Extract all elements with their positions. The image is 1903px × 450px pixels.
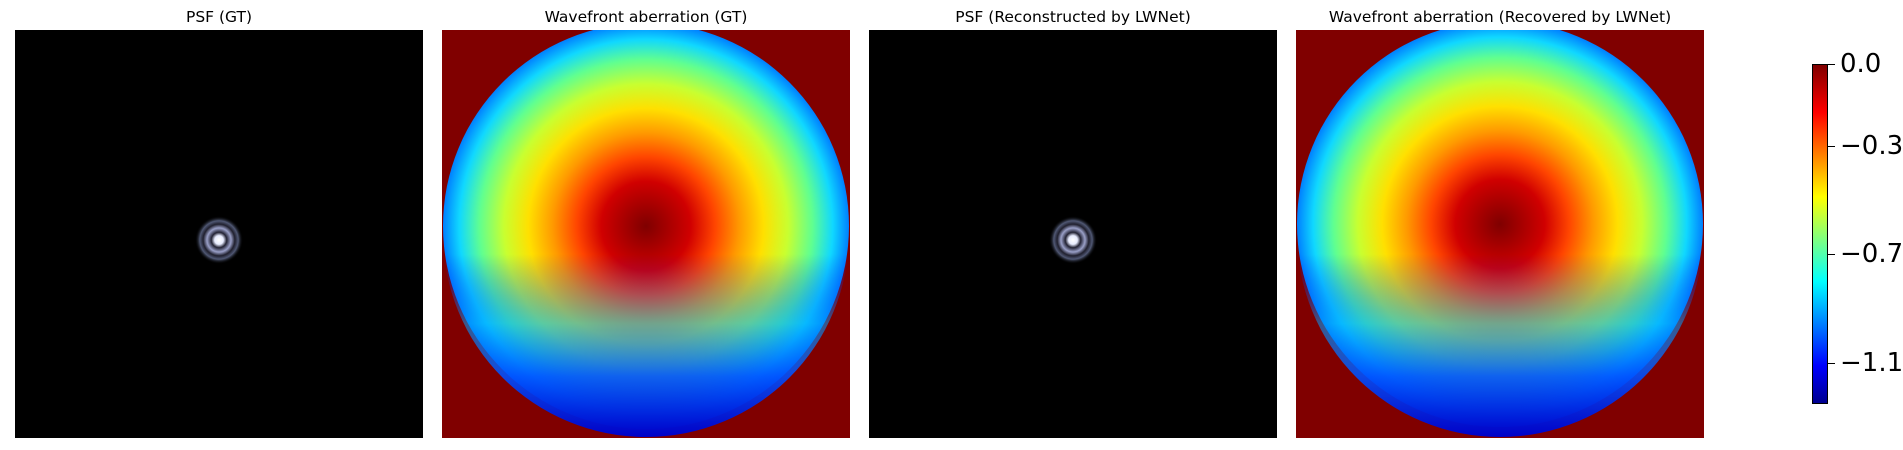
- panel-title: Wavefront aberration (Recovered by LWNet…: [1328, 8, 1672, 26]
- psf-spot: [195, 216, 243, 264]
- psf-gt-panel: PSF (GT): [15, 0, 423, 450]
- colorbar-tick-mark: [1828, 254, 1835, 256]
- colorbar-tick-mark: [1828, 363, 1835, 365]
- wavefront-recovered-image: [1296, 30, 1704, 438]
- colorbar-tick-label: −1.1: [1840, 348, 1903, 379]
- psf-reconstructed-image: [869, 30, 1277, 438]
- wavefront-gt-panel: Wavefront aberration (GT): [442, 0, 850, 450]
- colorbar-tick-mark: [1828, 145, 1835, 147]
- wavefront-recovered-panel: Wavefront aberration (Recovered by LWNet…: [1296, 0, 1704, 450]
- psf-spot: [1049, 216, 1097, 264]
- colorbar-tick-label: −0.7: [1840, 239, 1903, 270]
- panel-title: PSF (GT): [185, 8, 253, 26]
- panel-title: Wavefront aberration (GT): [544, 8, 748, 26]
- psf-reconstructed-panel: PSF (Reconstructed by LWNet): [869, 0, 1277, 450]
- colorbar-tick-mark: [1828, 64, 1835, 65]
- colorbar: [1812, 64, 1828, 404]
- colorbar-tick-label: −0.3: [1840, 130, 1903, 161]
- wavefront-gt-image: [442, 30, 850, 438]
- psf-gt-image: [15, 30, 423, 438]
- panel-title: PSF (Reconstructed by LWNet): [955, 8, 1191, 26]
- colorbar-tick-label: 0.0: [1840, 49, 1882, 79]
